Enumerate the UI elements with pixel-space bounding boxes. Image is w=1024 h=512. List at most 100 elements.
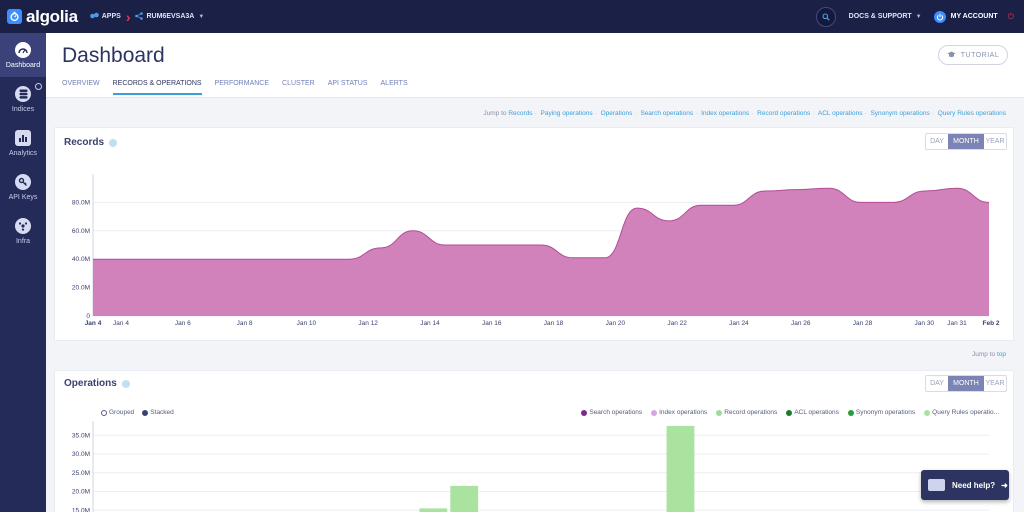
infra-icon <box>15 217 31 234</box>
legend-item[interactable]: ACL operations <box>786 409 839 416</box>
sidebar-item-label: Dashboard <box>5 61 41 69</box>
range-year-button[interactable]: YEAR <box>985 380 1005 387</box>
jump-link-record-operations[interactable]: Record operations <box>757 110 811 117</box>
jump-link-synonym-operations[interactable]: Synonym operations <box>870 110 930 117</box>
operations-legend: Search operations Index operations Record … <box>572 409 999 416</box>
y-tick-label: 40.0M <box>72 256 90 263</box>
search-button[interactable] <box>815 6 836 27</box>
jump-to-top: Jump to top <box>972 351 1006 358</box>
legend-label: Synonym operations <box>855 409 916 416</box>
jump-link-paying-operations[interactable]: Paying operations <box>540 110 593 117</box>
x-tick-label: Jan 12 <box>358 320 378 327</box>
search-icon <box>822 8 830 26</box>
x-tick-label: Jan 30 <box>915 320 935 327</box>
legend-item[interactable]: Record operations <box>716 409 777 416</box>
jump-link-operations[interactable]: Operations <box>600 110 633 117</box>
range-month-button[interactable]: MONTH <box>948 134 984 149</box>
legend-label: Query Rules operatio... <box>932 409 999 416</box>
operations-card: Operations DAY MONTH YEAR Grouped Stacke… <box>54 370 1014 512</box>
range-month-button[interactable]: MONTH <box>948 376 984 391</box>
x-tick-label: Jan 18 <box>544 320 564 327</box>
legend-label: Record operations <box>724 409 778 416</box>
sidebar-item-label: API Keys <box>8 193 38 201</box>
stacked-label: Stacked <box>150 409 174 416</box>
dashboard-icon <box>15 41 31 58</box>
page-header: Dashboard TUTORIAL OVERVIEW RECORDS & OP… <box>46 33 1024 98</box>
operations-chart: 15.0M 20.0M 25.0M 30.0M 35.0M <box>72 421 989 512</box>
range-year-button[interactable]: YEAR <box>985 138 1005 145</box>
x-tick-label: Jan 26 <box>791 320 811 327</box>
chat-icon <box>928 479 945 491</box>
legend-label: ACL operations <box>794 409 839 416</box>
legend-swatch-icon <box>581 409 588 416</box>
help-icon[interactable] <box>121 379 130 388</box>
jump-link-records[interactable]: Records <box>508 110 533 117</box>
docs-support-menu[interactable]: DOCS & SUPPORT ▼ <box>849 13 922 20</box>
jump-to-top-prefix: Jump to <box>972 351 996 358</box>
logout-icon[interactable]: ⏻ <box>1007 11 1014 21</box>
tab-overview[interactable]: OVERVIEW <box>62 80 100 87</box>
range-day-button[interactable]: DAY <box>930 138 944 145</box>
grouped-radio[interactable]: Grouped <box>101 409 134 416</box>
y-tick-label: 30.0M <box>72 451 90 458</box>
chevron-down-icon: ▼ <box>915 13 922 20</box>
x-tick-label: Feb 2 <box>983 320 1000 327</box>
records-card: Records DAY MONTH YEAR 0 20.0M 40.0M 60.0M 8… <box>54 127 1014 341</box>
legend-item[interactable]: Index operations <box>651 409 707 416</box>
need-help-button[interactable]: Need help? ➜ <box>921 470 1009 500</box>
y-tick-label: 15.0M <box>72 507 90 512</box>
top-bar: algolia APPS › RUM6EVSA3A ▼ DOCS & SUPPO… <box>0 0 1024 33</box>
database-icon <box>15 85 31 102</box>
range-day-button[interactable]: DAY <box>930 380 944 387</box>
records-chart: 0 20.0M 40.0M 60.0M 80.0M Jan 4 Jan 4 Jan 6 Jan … <box>72 174 1000 327</box>
docs-support-label: DOCS & SUPPORT <box>848 13 912 20</box>
notification-indicator-icon <box>35 83 42 90</box>
x-tick-label: Jan 24 <box>729 320 749 327</box>
sidebar-item-indices[interactable]: Indices <box>0 77 46 121</box>
legend-item[interactable]: Synonym operations <box>847 409 916 416</box>
apps-menu[interactable]: APPS › <box>89 10 136 24</box>
legend-item[interactable]: Query Rules operatio... <box>924 409 999 416</box>
jump-link-search-operations[interactable]: Search operations <box>640 110 694 117</box>
sidebar-item-label: Indices <box>11 105 35 113</box>
power-icon <box>933 10 946 23</box>
jump-to-top-link[interactable]: top <box>996 351 1006 358</box>
tutorial-button[interactable]: TUTORIAL <box>938 45 1008 65</box>
sidebar-item-api-keys[interactable]: API Keys <box>0 165 46 209</box>
tab-records-operations[interactable]: RECORDS & OPERATIONS <box>112 80 202 95</box>
tab-cluster[interactable]: CLUSTER <box>282 80 315 87</box>
sidebar-item-dashboard[interactable]: Dashboard <box>0 33 46 77</box>
tab-api-status[interactable]: API STATUS <box>327 80 368 87</box>
legend-swatch-icon <box>716 409 723 416</box>
apps-label: APPS <box>101 13 121 20</box>
my-account-menu[interactable]: MY ACCOUNT <box>933 10 998 23</box>
jump-link-query-rules-operations[interactable]: Query Rules operations <box>937 110 1006 117</box>
algolia-logo[interactable]: algolia <box>7 7 78 27</box>
tab-alerts[interactable]: ALERTS <box>380 80 408 87</box>
jump-link-index-operations[interactable]: Index operations <box>701 110 750 117</box>
x-tick-label: Jan 31 <box>947 320 967 327</box>
need-help-label: Need help? <box>952 480 996 490</box>
jump-link-acl-operations[interactable]: ACL operations <box>817 110 863 117</box>
radio-icon <box>101 409 107 416</box>
stacked-radio[interactable]: Stacked <box>142 409 174 416</box>
legend-label: Index operations <box>659 409 708 416</box>
page-title: Dashboard <box>62 44 165 67</box>
sidebar-item-infra[interactable]: Infra <box>0 209 46 253</box>
sidebar-item-analytics[interactable]: Analytics <box>0 121 46 165</box>
sidebar-item-label: Analytics <box>8 149 37 157</box>
legend-swatch-icon <box>786 409 793 416</box>
y-tick-label: 60.0M <box>72 228 90 235</box>
help-icon[interactable] <box>109 138 118 147</box>
my-account-label: MY ACCOUNT <box>950 13 998 20</box>
legend-item[interactable]: Search operations <box>581 409 642 416</box>
records-title-text: Records <box>64 137 105 148</box>
sidebar-item-label: Infra <box>15 237 30 245</box>
legend-swatch-icon <box>847 409 854 416</box>
chart-mode-options: Grouped Stacked <box>101 409 182 416</box>
records-area <box>93 188 989 316</box>
tab-performance[interactable]: PERFORMANCE <box>214 80 270 87</box>
y-tick-label: 25.0M <box>72 470 90 477</box>
records-title: Records <box>64 137 118 148</box>
app-selector[interactable]: RUM6EVSA3A ▼ <box>135 11 204 22</box>
